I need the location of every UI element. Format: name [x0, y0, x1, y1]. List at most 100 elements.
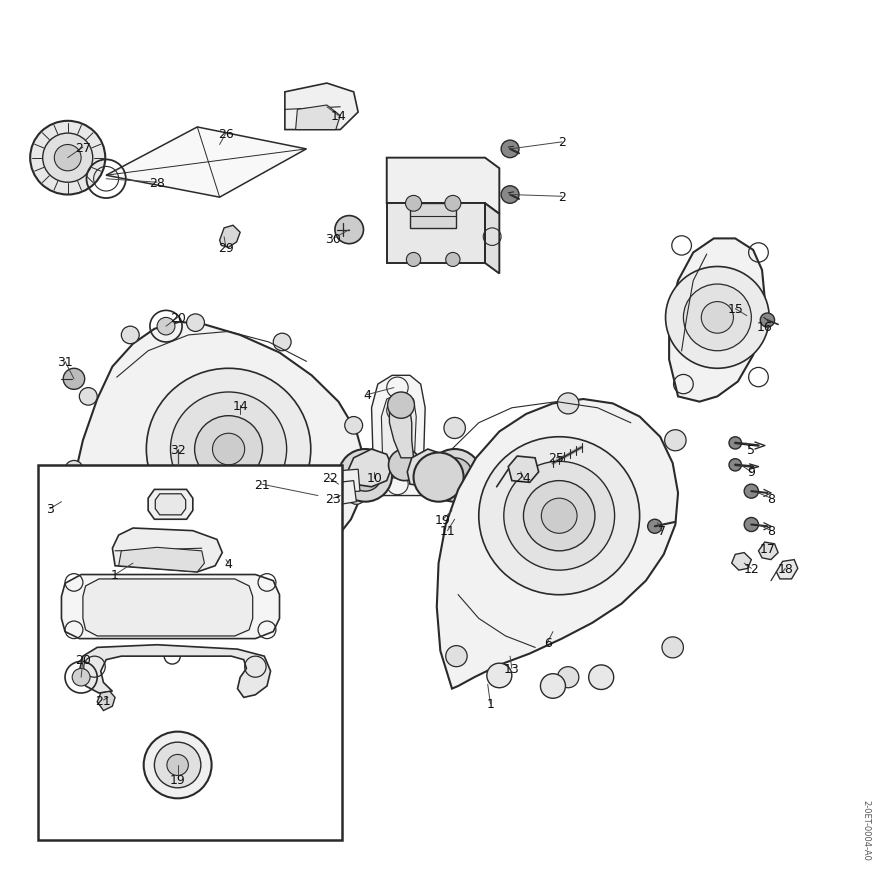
- Circle shape: [266, 571, 284, 588]
- Text: 4: 4: [363, 389, 371, 401]
- Circle shape: [486, 664, 511, 688]
- Circle shape: [194, 416, 262, 483]
- Circle shape: [212, 434, 244, 465]
- Circle shape: [729, 459, 740, 471]
- Circle shape: [683, 284, 750, 351]
- Circle shape: [170, 392, 286, 507]
- Polygon shape: [389, 399, 413, 458]
- Polygon shape: [371, 376, 425, 496]
- Circle shape: [445, 646, 467, 667]
- Polygon shape: [775, 560, 797, 579]
- Polygon shape: [156, 494, 185, 515]
- Polygon shape: [188, 549, 241, 587]
- Polygon shape: [62, 575, 279, 639]
- Text: 8: 8: [766, 524, 774, 537]
- Circle shape: [347, 487, 365, 505]
- Circle shape: [63, 369, 85, 390]
- Text: 9: 9: [746, 466, 755, 479]
- Circle shape: [344, 417, 362, 435]
- Circle shape: [273, 334, 291, 351]
- Circle shape: [557, 393, 578, 414]
- Circle shape: [664, 430, 686, 451]
- Polygon shape: [284, 84, 358, 131]
- Text: 1: 1: [111, 568, 119, 581]
- Text: 20: 20: [75, 653, 91, 666]
- Circle shape: [137, 569, 155, 587]
- Polygon shape: [97, 692, 115, 711]
- Text: 11: 11: [439, 524, 455, 537]
- Text: 19: 19: [434, 513, 451, 526]
- Polygon shape: [80, 645, 270, 698]
- Text: 31: 31: [57, 356, 72, 369]
- Circle shape: [445, 253, 460, 267]
- Text: 5: 5: [746, 443, 755, 456]
- Circle shape: [557, 667, 578, 688]
- Circle shape: [444, 196, 460, 212]
- Text: 2-0ET-0004-A0: 2-0ET-0004-A0: [860, 799, 869, 860]
- Text: 15: 15: [727, 303, 742, 316]
- Circle shape: [405, 196, 421, 212]
- Circle shape: [65, 461, 83, 479]
- Polygon shape: [295, 106, 340, 131]
- Circle shape: [315, 493, 325, 504]
- Text: 12: 12: [743, 562, 758, 575]
- Circle shape: [80, 520, 97, 537]
- Circle shape: [503, 462, 614, 571]
- Text: 8: 8: [766, 492, 774, 505]
- Circle shape: [320, 543, 338, 560]
- Text: 28: 28: [149, 176, 164, 190]
- Polygon shape: [757, 543, 777, 560]
- Text: 30: 30: [325, 233, 341, 246]
- Circle shape: [427, 450, 481, 502]
- Circle shape: [523, 481, 595, 551]
- Circle shape: [338, 450, 392, 502]
- Circle shape: [387, 392, 414, 419]
- Circle shape: [30, 122, 105, 195]
- Polygon shape: [148, 490, 192, 520]
- Text: 3: 3: [46, 502, 54, 515]
- Circle shape: [743, 485, 757, 499]
- Text: 24: 24: [515, 472, 531, 485]
- Circle shape: [665, 267, 768, 369]
- Circle shape: [155, 742, 200, 788]
- Circle shape: [388, 450, 420, 481]
- Text: 17: 17: [759, 542, 774, 555]
- Text: 7: 7: [657, 524, 665, 537]
- Circle shape: [147, 369, 310, 530]
- Polygon shape: [68, 322, 365, 588]
- Polygon shape: [436, 399, 678, 689]
- Polygon shape: [106, 128, 306, 198]
- Polygon shape: [119, 548, 204, 572]
- Circle shape: [80, 388, 97, 406]
- Circle shape: [55, 146, 81, 171]
- Text: 22: 22: [321, 472, 337, 485]
- Circle shape: [186, 314, 204, 332]
- Text: 6: 6: [543, 636, 551, 649]
- Circle shape: [157, 318, 174, 335]
- Text: 2: 2: [557, 191, 565, 204]
- Circle shape: [588, 666, 613, 690]
- Circle shape: [743, 518, 757, 532]
- Circle shape: [443, 418, 465, 439]
- Polygon shape: [407, 450, 447, 487]
- Text: 26: 26: [218, 127, 233, 140]
- Text: 27: 27: [75, 141, 91, 155]
- Text: 20: 20: [170, 312, 185, 325]
- Circle shape: [144, 731, 211, 798]
- Bar: [38, 465, 342, 840]
- Polygon shape: [219, 226, 240, 248]
- Text: 25: 25: [548, 452, 564, 464]
- Text: 14: 14: [232, 399, 248, 412]
- Polygon shape: [83, 579, 252, 637]
- Circle shape: [729, 437, 740, 450]
- Text: 13: 13: [503, 662, 519, 675]
- Polygon shape: [386, 159, 499, 214]
- Circle shape: [72, 669, 90, 687]
- Polygon shape: [731, 553, 750, 571]
- Text: 2: 2: [557, 136, 565, 149]
- Text: 29: 29: [218, 241, 233, 255]
- Circle shape: [759, 313, 773, 327]
- Polygon shape: [669, 239, 763, 402]
- Text: 4: 4: [224, 557, 232, 570]
- Text: 1: 1: [486, 697, 493, 710]
